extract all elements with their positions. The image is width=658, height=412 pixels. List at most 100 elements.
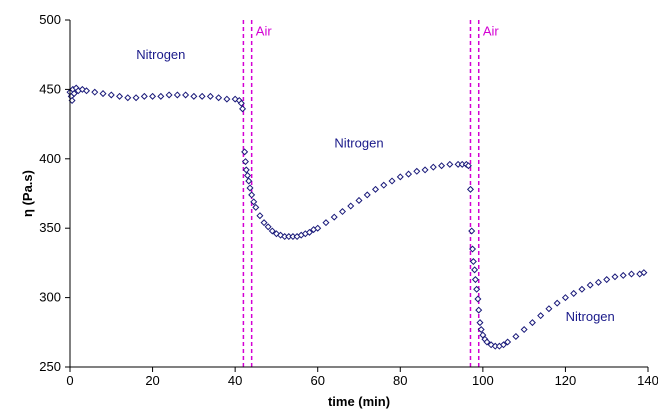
data-point [246,184,254,192]
data-point [603,276,611,284]
y-tick-label: 350 [39,220,61,235]
data-point [594,278,602,286]
x-axis-title: time (min) [328,394,390,409]
data-point [237,99,245,107]
x-tick-label: 120 [555,373,577,388]
data-points [66,84,648,350]
data-point [260,219,268,227]
data-point [438,162,446,170]
air-label: Air [256,23,273,38]
data-point [107,91,115,99]
y-tick-label: 300 [39,290,61,305]
data-point [528,319,536,327]
data-point [215,94,223,102]
data-point [471,276,479,284]
data-point [483,338,491,346]
data-point [468,227,476,235]
data-point [206,92,214,100]
data-point [363,191,371,199]
data-point [347,202,355,210]
x-tick-label: 140 [637,373,658,388]
data-point [619,271,627,279]
data-point [466,185,474,193]
x-tick-label: 0 [66,373,73,388]
data-point [99,90,107,98]
data-point [380,181,388,189]
data-point [405,170,413,178]
data-point [561,294,569,302]
data-point [157,92,165,100]
nitrogen-label: Nitrogen [566,309,615,324]
data-point [322,219,330,227]
y-tick-label: 250 [39,359,61,374]
data-point [70,90,78,98]
x-tick-label: 20 [145,373,159,388]
data-point [173,91,181,99]
data-point [124,94,132,102]
data-point [504,338,512,346]
data-point [198,92,206,100]
data-point [475,306,483,314]
y-tick-label: 450 [39,81,61,96]
data-point [586,281,594,289]
y-tick-label: 400 [39,151,61,166]
data-point [149,92,157,100]
data-point [242,166,250,174]
data-point [553,299,561,307]
data-point [473,285,481,293]
data-point [471,266,479,274]
data-point [469,258,477,266]
data-point [372,185,380,193]
data-point [474,295,482,303]
data-point [182,91,190,99]
data-point [256,212,264,220]
data-point [446,160,454,168]
data-point [190,92,198,100]
data-point [83,87,91,95]
x-tick-label: 60 [310,373,324,388]
data-point [140,92,148,100]
axes: 250 300 350 400 450 500 0 20 40 60 80 100 120 140 [39,12,658,388]
air-interval-lines [242,20,480,367]
data-point [487,341,495,349]
data-point [250,198,258,206]
data-point [314,224,322,232]
data-point [570,289,578,297]
data-point [388,177,396,185]
data-point [627,270,635,278]
data-point [429,163,437,171]
data-point [241,158,249,166]
air-label: Air [483,23,500,38]
data-point [520,326,528,334]
data-point [355,196,363,204]
data-point [469,245,477,253]
data-point [268,227,276,235]
data-point [223,95,231,103]
data-point [499,341,508,349]
x-tick-label: 80 [393,373,407,388]
data-point [277,231,285,239]
annotations: Nitrogen Air Nitrogen Air Nitrogen [136,23,615,324]
data-point [272,230,280,238]
data-point [545,305,553,313]
data-point [305,228,313,236]
data-point [116,92,124,100]
nitrogen-label: Nitrogen [334,136,383,151]
y-tick-label: 500 [39,12,61,27]
data-point [413,167,421,175]
x-tick-label: 40 [228,373,242,388]
data-point [264,223,272,231]
data-point [537,312,545,320]
data-point [132,94,140,102]
data-point [239,105,247,113]
data-point [512,332,520,340]
nitrogen-label: Nitrogen [136,47,185,62]
data-point [477,326,485,334]
data-point [248,191,256,199]
data-point [91,88,99,96]
data-point [396,173,404,181]
data-point [640,269,648,277]
data-point [611,273,619,281]
data-point [165,91,173,99]
